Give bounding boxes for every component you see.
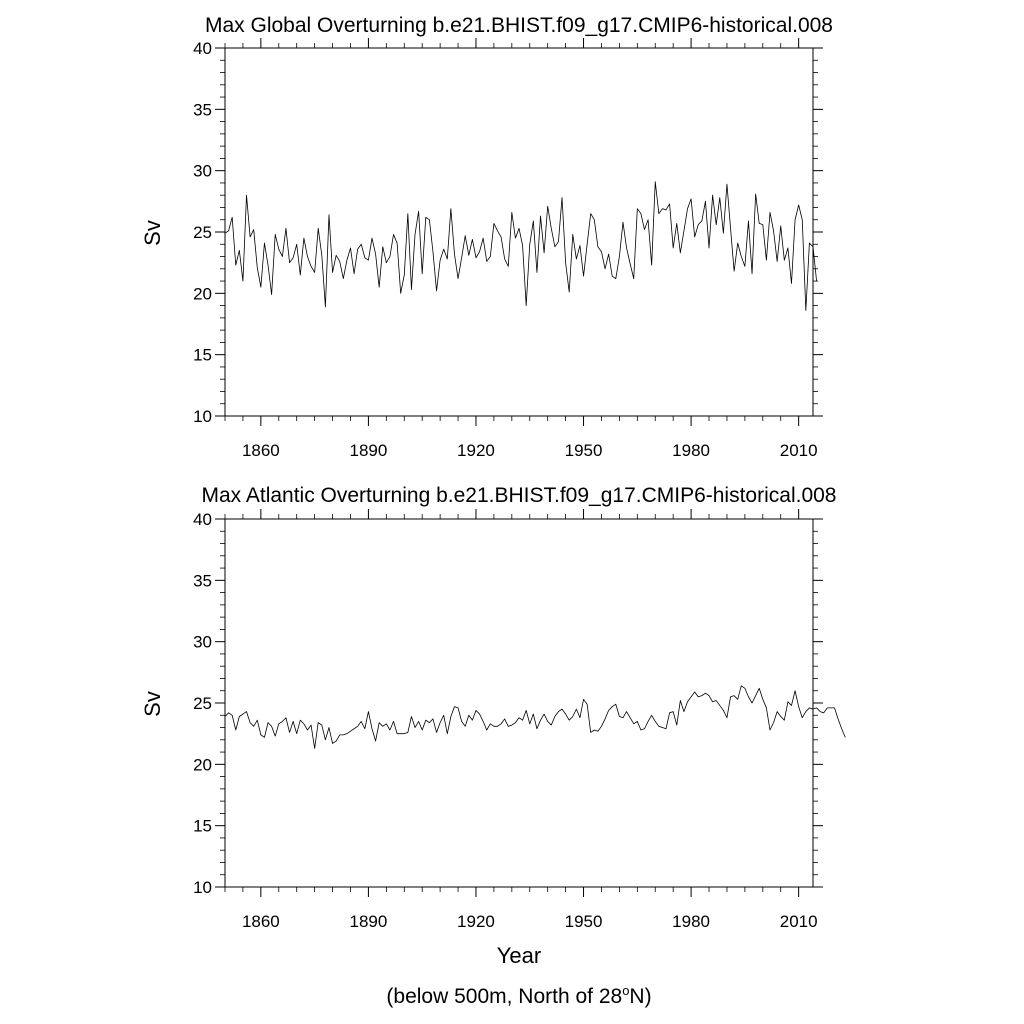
footnote-prefix: (below 500m, North of 28 bbox=[386, 985, 622, 1008]
x-axis-label-year: Year bbox=[497, 943, 541, 968]
global-y-tick-label: 35 bbox=[193, 100, 212, 119]
atlantic-chart-title: Max Atlantic Overturning b.e21.BHIST.f09… bbox=[202, 484, 837, 507]
global-y-tick-label: 15 bbox=[193, 346, 212, 365]
atlantic-y-tick-label: 15 bbox=[193, 817, 212, 836]
footnote: (below 500m, North of 28oN) bbox=[386, 983, 651, 1008]
footnote-suffix: N) bbox=[629, 985, 651, 1008]
atlantic-y-tick-label: 25 bbox=[193, 694, 212, 713]
global-chart-title: Max Global Overturning b.e21.BHIST.f09_g… bbox=[205, 14, 833, 37]
global-x-tick-label: 1920 bbox=[457, 441, 495, 460]
atlantic-x-tick-label: 1890 bbox=[350, 912, 388, 931]
global-x-tick-label: 2010 bbox=[780, 441, 818, 460]
global-y-tick-label: 20 bbox=[193, 284, 212, 303]
global-y-tick-label: 30 bbox=[193, 162, 212, 181]
atlantic-y-tick-label: 35 bbox=[193, 571, 212, 590]
global-overturning-chart: Max Global Overturning b.e21.BHIST.f09_g… bbox=[140, 14, 833, 460]
global-x-tick-label: 1890 bbox=[350, 441, 388, 460]
atlantic-overturning-chart: Max Atlantic Overturning b.e21.BHIST.f09… bbox=[140, 484, 846, 968]
atlantic-x-tick-label: 1950 bbox=[565, 912, 603, 931]
global-y-tick-label: 40 bbox=[193, 39, 212, 58]
global-series-line bbox=[224, 181, 817, 311]
global-x-tick-label: 1950 bbox=[565, 441, 603, 460]
atlantic-y-tick-label: 30 bbox=[193, 633, 212, 652]
global-y-tick-label: 25 bbox=[193, 223, 212, 242]
global-y-tick-label: 10 bbox=[193, 407, 212, 426]
global-x-tick-label: 1860 bbox=[242, 441, 280, 460]
atlantic-x-tick-label: 2010 bbox=[780, 912, 818, 931]
atlantic-x-tick-label: 1860 bbox=[242, 912, 280, 931]
atlantic-y-tick-label: 10 bbox=[193, 878, 212, 897]
atlantic-y-axis-label: Sv bbox=[140, 691, 165, 717]
atlantic-y-tick-label: 20 bbox=[193, 755, 212, 774]
atlantic-x-tick-label: 1980 bbox=[672, 912, 710, 931]
atlantic-series-line bbox=[224, 685, 846, 749]
footnote-degree-superscript: o bbox=[622, 983, 629, 998]
atlantic-x-tick-label: 1920 bbox=[457, 912, 495, 931]
global-x-tick-label: 1980 bbox=[672, 441, 710, 460]
global-y-axis-label: Sv bbox=[140, 220, 165, 246]
atlantic-y-tick-label: 40 bbox=[193, 510, 212, 529]
